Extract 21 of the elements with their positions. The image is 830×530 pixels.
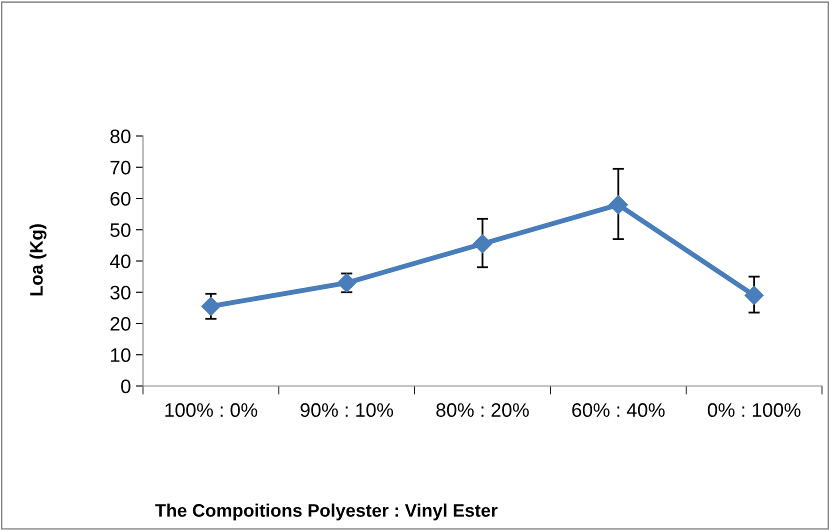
x-tick-label: 90% : 10% [300, 403, 394, 417]
x-tick-label: 0% : 100% [708, 403, 800, 417]
x-tick-label: 60% : 40% [572, 403, 665, 417]
point [608, 195, 628, 214]
x-axis-title: The Compoitions Polyester : Vinyl Ester [155, 504, 498, 520]
point [201, 296, 220, 316]
point [337, 273, 356, 292]
y-tick-label: 10 [111, 348, 130, 362]
x-tick-label: 100% : 0% [165, 403, 258, 417]
y-tick-label: 40 [110, 254, 130, 268]
y-tick-label: 70 [110, 160, 130, 174]
x-tick-label: 80% : 20% [436, 403, 529, 417]
y-axis-title: Loa (Kg) [30, 224, 46, 296]
y-tick-label: 0 [121, 379, 130, 394]
y-tick-label: 30 [110, 286, 130, 300]
point [744, 286, 764, 305]
y-tick-label: 20 [110, 316, 130, 331]
y-tick-label: 80 [110, 129, 130, 144]
y-tick-label: 50 [110, 223, 130, 237]
point [472, 234, 492, 254]
y-tick-label: 60 [110, 192, 130, 206]
